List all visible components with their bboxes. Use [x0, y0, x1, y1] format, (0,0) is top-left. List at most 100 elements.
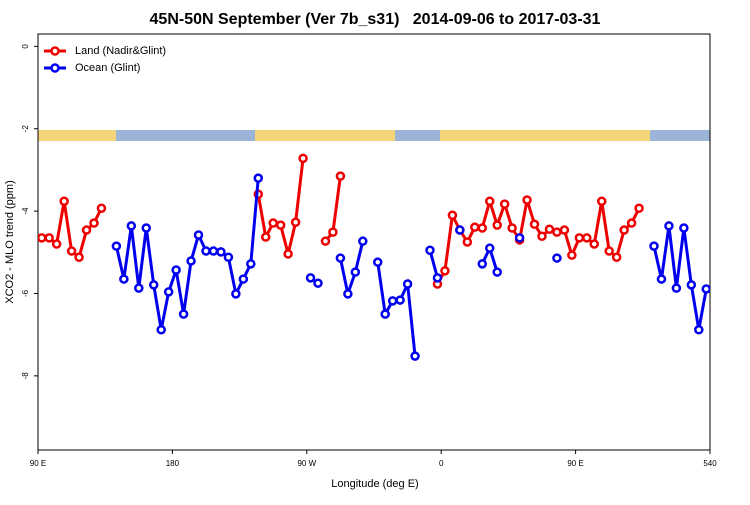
point: [596, 196, 607, 206]
point: [492, 220, 502, 230]
point: [328, 227, 338, 237]
map-band: [38, 130, 710, 141]
point: [552, 227, 562, 237]
point: [522, 195, 532, 205]
point: [171, 265, 181, 275]
point: [260, 232, 271, 242]
point: [89, 218, 99, 228]
series-line: [114, 178, 708, 357]
y-tick-label: -4: [21, 207, 30, 215]
point: [44, 233, 54, 243]
point: [81, 225, 92, 235]
point: [148, 280, 159, 290]
chart-title: 45N-50N September (Ver 7b_s31) 2014-09-0…: [150, 11, 601, 28]
point: [156, 324, 166, 335]
point: [163, 287, 174, 297]
point: [477, 223, 488, 233]
point: [223, 252, 234, 262]
point: [514, 233, 525, 243]
point: [335, 171, 346, 181]
point: [350, 267, 361, 277]
point: [552, 253, 562, 263]
point: [283, 249, 293, 259]
point: [671, 283, 682, 293]
x-axis-label: Longitude (deg E): [331, 478, 418, 490]
point: [507, 223, 517, 233]
point: [216, 247, 226, 257]
point: [358, 236, 368, 246]
point: [372, 257, 383, 267]
point: [664, 221, 674, 231]
point: [694, 324, 704, 335]
point: [193, 230, 204, 240]
plot-frame: [37, 33, 711, 451]
point: [432, 273, 443, 283]
point: [38, 233, 47, 243]
point: [246, 259, 256, 269]
x-tick-label: 90 E: [567, 459, 583, 468]
y-tick-label: -2: [21, 125, 30, 133]
point: [298, 153, 308, 164]
point: [126, 221, 137, 231]
point: [268, 218, 278, 228]
x-tick-label: 540: [703, 459, 717, 468]
point: [253, 173, 264, 183]
point: [178, 309, 189, 319]
point: [559, 225, 570, 235]
y-tick-label: 0: [21, 44, 30, 49]
point: [492, 267, 502, 277]
point: [477, 259, 488, 269]
point: [141, 223, 152, 233]
point: [425, 245, 435, 255]
point: [686, 280, 697, 290]
point: [649, 241, 659, 251]
point: [626, 218, 637, 228]
legend-label: Land (Nadir&Glint): [75, 45, 166, 57]
point: [470, 222, 480, 232]
y-tick-label: -8: [21, 372, 30, 380]
point: [275, 220, 286, 230]
point: [656, 274, 667, 284]
point: [208, 246, 219, 256]
point: [201, 246, 211, 256]
point: [410, 351, 420, 361]
legend-marker: [50, 63, 60, 73]
point: [59, 196, 69, 206]
point: [402, 279, 413, 289]
x-tick-label: 90 W: [297, 459, 316, 468]
point: [544, 224, 555, 234]
point: [499, 199, 510, 209]
point: [387, 296, 398, 306]
point: [313, 278, 323, 288]
point: [134, 283, 144, 293]
point: [567, 250, 577, 260]
point: [634, 203, 644, 213]
point: [66, 246, 77, 256]
point: [119, 274, 129, 284]
point: [455, 225, 465, 235]
point: [447, 210, 458, 220]
point: [440, 266, 450, 276]
point: [582, 233, 592, 243]
point: [611, 252, 622, 262]
x-tick-label: 180: [166, 459, 180, 468]
point: [343, 289, 353, 299]
point: [96, 203, 107, 213]
point: [679, 223, 689, 233]
point: [186, 256, 196, 266]
plot-area: [38, 153, 710, 361]
x-tick-label: 90 E: [30, 459, 46, 468]
point: [380, 309, 390, 319]
point: [320, 236, 331, 246]
legend-label: Ocean (Glint): [75, 62, 140, 74]
point: [574, 233, 585, 243]
point: [537, 231, 547, 241]
point: [529, 219, 540, 230]
point: [74, 252, 84, 262]
point: [238, 274, 249, 284]
x-tick-label: 0: [439, 459, 444, 468]
point: [589, 239, 600, 249]
point: [619, 225, 629, 235]
point: [484, 196, 495, 206]
